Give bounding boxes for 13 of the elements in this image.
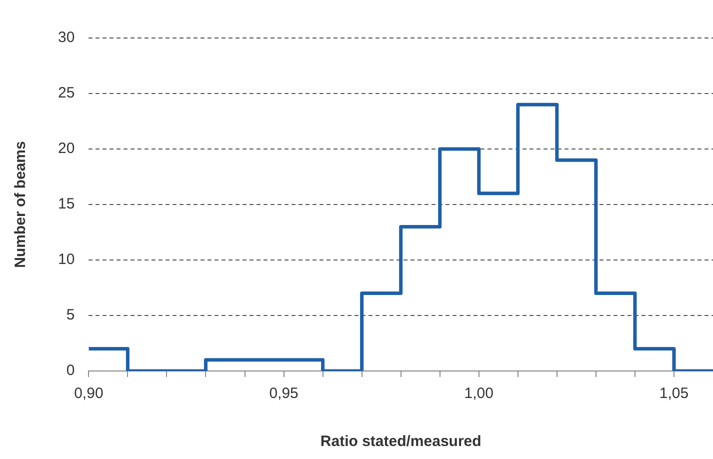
- x-tick-label: 0,90: [74, 385, 104, 402]
- x-axis-title: Ratio stated/measured: [320, 433, 482, 450]
- y-tick-label: 10: [58, 251, 75, 268]
- y-tick-label: 30: [58, 29, 75, 46]
- y-axis-title: Number of beams: [12, 141, 30, 268]
- y-tick-label: 25: [58, 84, 75, 102]
- y-tick-label: 15: [58, 196, 75, 213]
- x-tick-label: 1,00: [464, 385, 494, 402]
- y-tick-label: 20: [58, 140, 75, 158]
- y-tick-label: 5: [66, 306, 75, 324]
- x-tick-label: 1,05: [659, 385, 689, 402]
- y-tick-label: 0: [66, 362, 75, 380]
- x-tick-label: 0,95: [269, 385, 298, 402]
